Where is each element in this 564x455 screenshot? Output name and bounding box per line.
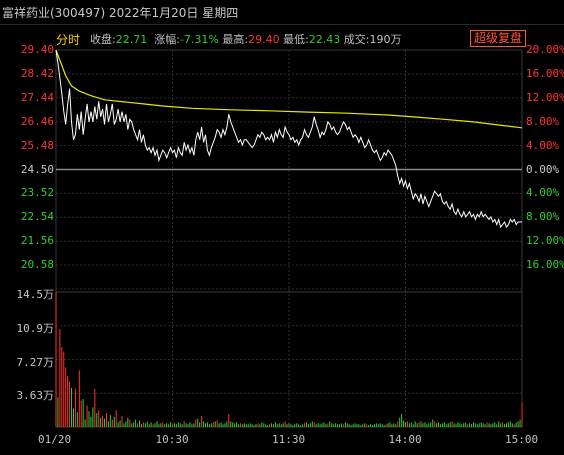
time-tick-label: 15:00 <box>505 433 539 446</box>
volume-tick-label: 3.63万 <box>16 389 55 403</box>
price-tick-label: 23.52 <box>20 186 54 200</box>
super-replay-button[interactable]: 超级复盘 <box>470 30 527 47</box>
percent-tick-label: 4.00% <box>526 138 560 152</box>
change-label: 涨幅: <box>154 33 180 46</box>
close-label: 收盘: <box>90 33 116 46</box>
price-tick-label: 25.48 <box>20 138 54 152</box>
percent-tick-label: 4.00% <box>526 186 560 200</box>
volume-tick-label: 14.5万 <box>16 288 55 301</box>
percent-tick-label: 12.00% <box>526 90 564 104</box>
time-tick-label: 01/20 <box>38 433 72 446</box>
volume-tick-label: 10.9万 <box>16 321 55 335</box>
window-title: 富祥药业(300497) 2022年1月20日 星期四 <box>2 6 239 20</box>
stats-bar: 收盘:22.71 涨幅:-7.31% 最高:29.40 最低:22.43 成交:… <box>90 31 402 47</box>
price-tick-label: 26.46 <box>20 114 54 128</box>
change-value: -7.31% <box>179 33 219 46</box>
average-price-line <box>55 49 523 129</box>
high-label: 最高: <box>222 33 249 46</box>
tab-fenshi[interactable]: 分时 <box>56 33 81 47</box>
volume-value: 190万 <box>369 33 402 46</box>
price-tick-label: 27.44 <box>20 90 54 104</box>
percent-tick-label: 0.00% <box>526 162 560 176</box>
time-tick-label: 10:30 <box>155 433 189 446</box>
high-value: 29.40 <box>248 33 280 46</box>
percent-tick-label: 16.00% <box>526 258 564 272</box>
percent-tick-label: 16.00% <box>526 66 564 80</box>
time-tick-label: 11:30 <box>272 433 306 446</box>
percent-tick-label: 8.00% <box>526 210 560 224</box>
price-line <box>55 49 523 229</box>
close-value: 22.71 <box>115 33 148 46</box>
percent-tick-label: 8.00% <box>526 114 560 128</box>
volume-tick-label: 7.27万 <box>16 355 55 369</box>
percent-tick-label: 20.00% <box>526 43 564 56</box>
time-tick-label: 14:00 <box>388 433 422 446</box>
volume-label: 成交: <box>343 33 370 46</box>
price-tick-label: 24.50 <box>20 162 54 176</box>
title-divider <box>0 24 564 25</box>
price-tick-label: 29.40 <box>20 43 54 56</box>
price-tick-label: 20.58 <box>20 258 54 272</box>
price-tick-label: 21.56 <box>20 234 54 248</box>
low-value: 22.43 <box>308 33 341 46</box>
percent-tick-label: 12.00% <box>526 234 564 248</box>
price-tick-label: 28.42 <box>20 66 54 80</box>
price-tick-label: 22.54 <box>20 210 54 224</box>
low-label: 最低: <box>283 33 309 46</box>
